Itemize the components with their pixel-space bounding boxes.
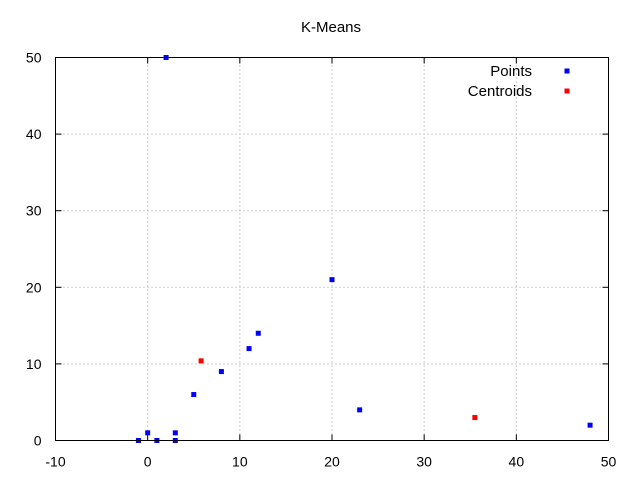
points-point <box>172 430 178 436</box>
x-tick-label: 50 <box>601 454 617 470</box>
series-centroids-points <box>198 358 478 421</box>
x-tick-label: 10 <box>232 454 248 470</box>
y-tick-label: 40 <box>26 126 42 142</box>
y-tick-label: 50 <box>26 50 42 66</box>
centroids-point <box>472 415 478 421</box>
y-tick-label: 30 <box>26 203 42 219</box>
points-point <box>587 422 593 428</box>
centroids-point <box>198 358 204 364</box>
plot-area-frame <box>55 57 609 441</box>
y-tick-label: 20 <box>26 279 42 295</box>
chart-title: K-Means <box>301 19 361 36</box>
x-tick-label: 20 <box>324 454 340 470</box>
legend-label: Centroids <box>468 83 532 100</box>
x-tick-label: 0 <box>144 454 152 470</box>
points-point <box>246 346 252 352</box>
x-tick-label: 30 <box>416 454 432 470</box>
legend-label: Points <box>490 63 532 80</box>
legend-marker <box>564 88 570 94</box>
legend-entry-points: Points <box>490 63 570 80</box>
grid-lines <box>55 57 609 441</box>
legend-marker <box>564 68 570 74</box>
y-tick-label: 10 <box>26 356 42 372</box>
x-tick-label: 40 <box>509 454 525 470</box>
points-point <box>357 407 363 413</box>
points-point <box>329 277 335 283</box>
legend: Points Centroids <box>468 63 570 100</box>
y-tick-label: 0 <box>34 433 42 449</box>
legend-entry-centroids: Centroids <box>468 83 570 100</box>
points-point <box>191 392 197 398</box>
points-point <box>145 430 151 436</box>
points-point <box>255 330 261 336</box>
points-point <box>218 369 224 375</box>
x-tick-label: -10 <box>45 454 65 470</box>
